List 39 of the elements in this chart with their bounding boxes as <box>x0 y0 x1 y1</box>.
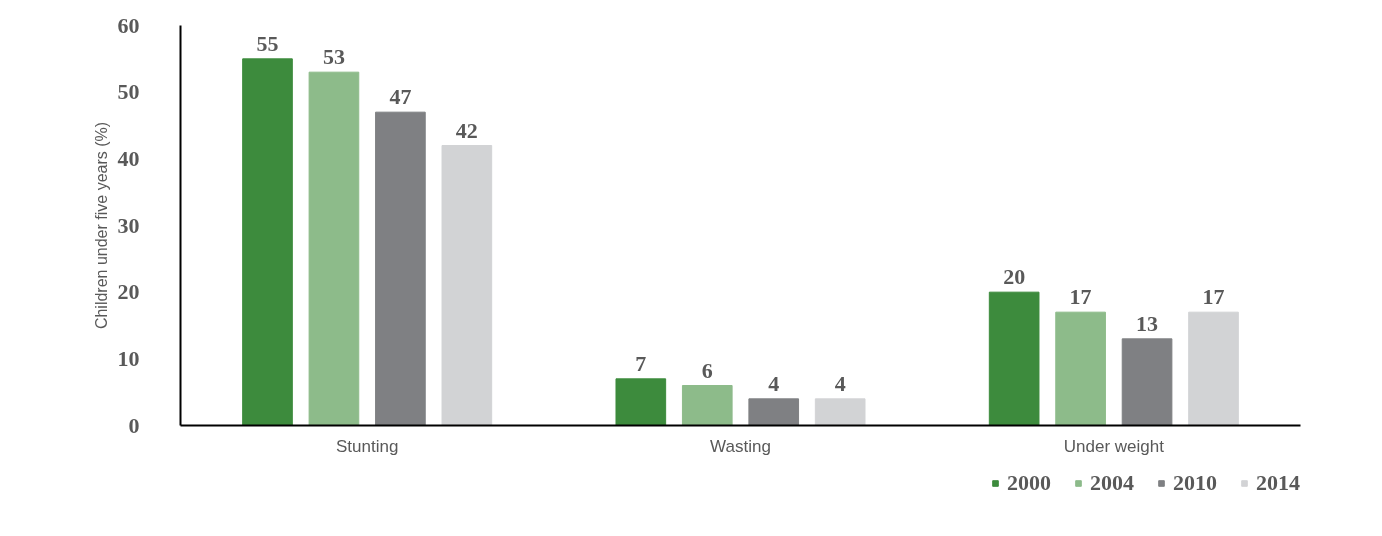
y-tick-label: 60 <box>117 12 140 38</box>
bar <box>441 145 493 426</box>
data-label: 55 <box>256 30 279 56</box>
bar <box>681 385 733 426</box>
x-tick-label: Wasting <box>710 436 771 456</box>
y-tick-label: 50 <box>117 79 140 105</box>
x-tick-label: Stunting <box>335 436 399 456</box>
data-label: 20 <box>1003 264 1026 290</box>
y-axis-title: Children under five years (%) <box>92 121 110 330</box>
legend-label: 2004 <box>1090 470 1134 496</box>
bar <box>375 111 426 426</box>
data-label: 17 <box>1069 284 1092 310</box>
data-label: 6 <box>701 357 713 383</box>
x-tick-label: Under weight <box>1063 436 1165 456</box>
legend-label: 2014 <box>1256 470 1300 496</box>
bar <box>814 398 866 426</box>
y-tick-label: 10 <box>117 345 140 371</box>
data-label: 4 <box>834 370 846 396</box>
data-label: 53 <box>322 44 345 70</box>
data-label: 13 <box>1136 310 1159 336</box>
y-tick-label: 0 <box>128 412 140 438</box>
bar <box>1121 338 1173 426</box>
bar <box>615 378 667 426</box>
y-tick-label: 20 <box>117 279 140 305</box>
bar <box>308 71 360 426</box>
bar <box>1055 311 1106 426</box>
data-label: 7 <box>635 350 647 376</box>
data-label: 47 <box>389 84 412 110</box>
legend-label: 2010 <box>1173 470 1217 496</box>
y-tick-label: 40 <box>117 145 140 171</box>
data-label: 42 <box>455 117 478 143</box>
bar <box>1188 311 1239 426</box>
bar <box>242 58 293 426</box>
bar <box>988 291 1040 426</box>
bar <box>748 398 800 426</box>
legend-label: 2000 <box>1007 470 1051 496</box>
data-label: 4 <box>768 370 780 396</box>
y-tick-label: 30 <box>117 212 140 238</box>
data-label: 17 <box>1202 284 1225 310</box>
